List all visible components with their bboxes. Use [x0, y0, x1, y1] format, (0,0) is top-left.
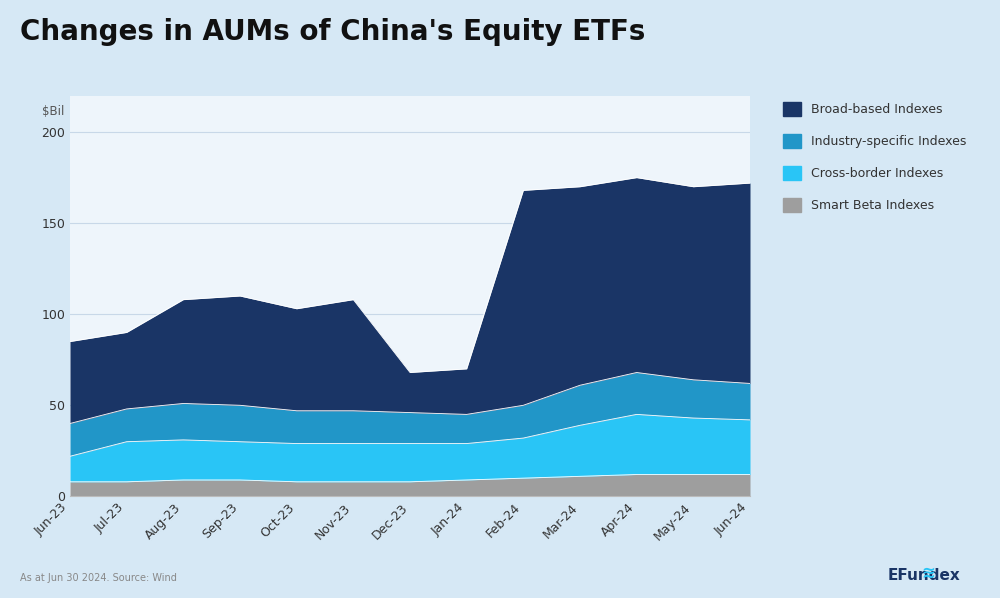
Text: As at Jun 30 2024. Source: Wind: As at Jun 30 2024. Source: Wind — [20, 573, 177, 583]
Text: ≋: ≋ — [921, 564, 935, 582]
Legend: Broad-based Indexes, Industry-specific Indexes, Cross-border Indexes, Smart Beta: Broad-based Indexes, Industry-specific I… — [783, 102, 966, 212]
Text: Changes in AUMs of China's Equity ETFs: Changes in AUMs of China's Equity ETFs — [20, 18, 645, 46]
Text: $Bil: $Bil — [42, 105, 64, 118]
Text: EFundex: EFundex — [887, 568, 960, 583]
